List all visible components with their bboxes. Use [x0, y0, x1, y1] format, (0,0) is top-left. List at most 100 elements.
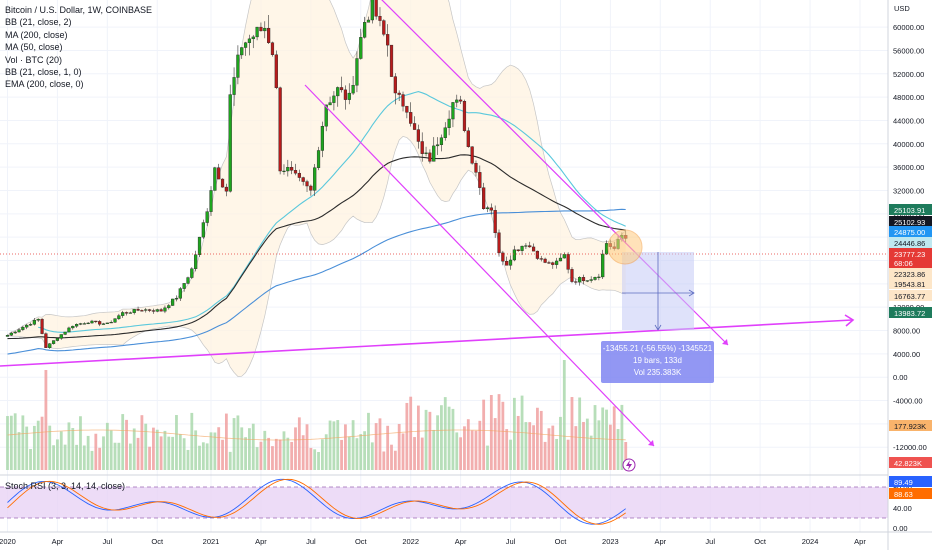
legend-indicator-ma200[interactable]: MA (200, close) — [5, 29, 68, 40]
price-tick-label: 32000.00 — [893, 186, 924, 195]
volume-bar — [297, 417, 301, 470]
volume-bar — [505, 429, 509, 470]
candle-body — [28, 324, 33, 326]
price-tick-label: 60000.00 — [893, 23, 924, 32]
volume-bar — [432, 429, 436, 470]
price-badge-label: 23777.23 — [894, 250, 925, 259]
time-tick-label: Oct — [555, 537, 568, 546]
candle-body — [336, 87, 340, 97]
volume-bar — [466, 419, 470, 470]
candle-body — [113, 318, 117, 323]
candle-body — [593, 277, 597, 280]
volume-bar — [624, 442, 628, 470]
candle-body — [25, 324, 29, 328]
volume-bar — [551, 425, 555, 470]
candle-body — [290, 167, 294, 171]
price-badge-label: 22323.86 — [894, 270, 925, 279]
price-badge-label: 68:06 — [894, 259, 913, 268]
trendline-lower-channel[interactable] — [304, 84, 655, 447]
candle-body — [121, 312, 125, 316]
legend-title[interactable]: Bitcoin / U.S. Dollar, 1W, COINBASE — [5, 5, 153, 15]
candle-body — [382, 20, 386, 35]
volume-bar — [324, 434, 328, 470]
volume-bar — [286, 437, 290, 470]
candle-body — [40, 318, 44, 334]
price-badge-label: 24446.86 — [894, 239, 925, 248]
legend-indicator-bb1[interactable]: BB (21, close, 1, 0) — [5, 67, 82, 78]
candles — [5, 0, 628, 349]
volume-bar — [213, 432, 217, 470]
volume-bar — [528, 422, 532, 470]
volume-bar — [370, 442, 374, 470]
volume-bar — [589, 435, 593, 470]
trendline-support[interactable] — [0, 319, 853, 367]
volume-bar — [251, 423, 255, 470]
volume-bar — [386, 425, 390, 470]
candle-body — [435, 144, 440, 147]
candle-body — [501, 252, 505, 262]
volume-bar — [378, 418, 382, 470]
measure-info-box[interactable]: -13455.21 (-56.55%) -1345521 19 bars, 13… — [601, 341, 714, 383]
volume-bar — [328, 420, 332, 470]
candle-body — [270, 42, 275, 55]
price-tick-label: 4000.00 — [893, 350, 920, 359]
time-tick-label: Oct — [151, 537, 164, 546]
candle-body — [531, 246, 536, 252]
legend-indicator-ema200[interactable]: EMA (200, close, 0) — [5, 79, 84, 90]
stoch-rsi-label[interactable]: Stoch RSI (3, 3, 14, 14, close) — [5, 481, 126, 491]
volume-bar — [340, 439, 343, 470]
price-badge-label: 177.923K — [894, 422, 926, 431]
volume-bar — [351, 420, 355, 470]
candle-body — [251, 36, 255, 40]
volume-bar — [17, 432, 21, 470]
volume-bar — [455, 432, 459, 470]
candle-body — [98, 321, 102, 325]
price-badge-label: 25103.91 — [894, 206, 925, 215]
candle-body — [439, 137, 444, 145]
candle-body — [393, 76, 397, 94]
measure-line-bars: 19 bars, 133d — [633, 356, 682, 365]
volume-bar — [182, 438, 186, 470]
legend-indicator-bb[interactable]: BB (21, close, 2) — [5, 17, 72, 28]
volume-bar — [512, 397, 516, 470]
volume-bar — [144, 423, 148, 470]
volume-bar — [309, 447, 313, 470]
candle-body — [551, 262, 555, 265]
volume-bar — [102, 436, 105, 470]
candle-body — [243, 42, 248, 48]
volume-bar — [263, 430, 267, 470]
volume-bar — [86, 435, 90, 470]
time-tick-label: 2024 — [802, 537, 819, 546]
candle-body — [209, 190, 213, 212]
legend-indicator-ma50[interactable]: MA (50, close) — [5, 42, 63, 53]
trendlines[interactable] — [0, 0, 855, 447]
candle-body — [36, 318, 40, 321]
volume-bar — [67, 422, 71, 470]
candle-body — [528, 245, 532, 248]
candle-body — [163, 307, 167, 312]
measure-line-price: -13455.21 (-56.55%) -1345521 — [602, 344, 713, 353]
candle-body — [136, 309, 140, 311]
volume-bar — [32, 425, 36, 470]
price-highlight-circle[interactable] — [607, 229, 643, 265]
volume-bar — [585, 418, 589, 470]
legend-indicator-volume[interactable]: Vol · BTC (20) — [5, 54, 63, 65]
candle-body — [389, 44, 394, 77]
time-axis-ticks[interactable]: 2020 Apr Jul Oct 2021 Apr Jul Oct 2022 Apr Jul Oct 2… — [0, 537, 866, 546]
candle-body — [17, 329, 21, 333]
volume-bar — [409, 396, 413, 470]
volume-bar — [436, 415, 439, 470]
volume-bar — [44, 370, 48, 470]
candle-body — [144, 309, 148, 311]
time-tick-label: Jul — [506, 537, 516, 546]
stoch-tick-label: 40.00 — [893, 504, 912, 513]
volume-bar — [282, 431, 286, 470]
arrowhead-lower-channel — [648, 440, 654, 446]
volume-bar — [562, 360, 566, 470]
price-badge-bg — [889, 420, 932, 431]
candle-body — [71, 325, 75, 329]
time-tick-label: Oct — [355, 537, 368, 546]
candle-body — [5, 335, 10, 337]
